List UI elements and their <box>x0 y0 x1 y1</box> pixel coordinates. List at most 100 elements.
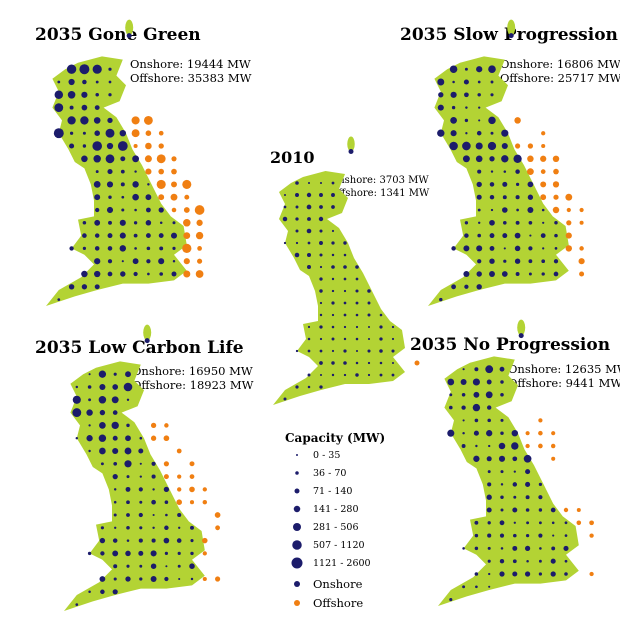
dot <box>319 385 323 389</box>
dot <box>189 500 195 505</box>
gb-land <box>64 361 205 611</box>
dot <box>478 221 481 224</box>
dot <box>79 64 90 75</box>
dot <box>145 142 152 150</box>
dot <box>355 265 359 269</box>
dot <box>94 233 100 238</box>
dot <box>391 361 395 365</box>
dot <box>449 65 458 73</box>
dot <box>502 233 508 239</box>
dot <box>121 208 125 212</box>
dot <box>319 361 323 365</box>
dot <box>343 361 347 365</box>
dot <box>554 247 558 250</box>
dot <box>477 259 482 264</box>
dot <box>451 284 456 290</box>
dot <box>152 513 155 517</box>
dot <box>512 571 518 577</box>
dot <box>151 499 156 505</box>
dot <box>490 170 494 173</box>
dot <box>500 547 504 550</box>
dot <box>152 488 155 491</box>
dot <box>499 520 505 526</box>
dot <box>100 526 104 530</box>
dot <box>464 284 469 289</box>
dot <box>414 360 420 366</box>
dot <box>108 195 112 199</box>
dot <box>528 259 533 264</box>
offshore-total: Offshore: 18923 MW <box>132 378 254 392</box>
dot <box>144 155 152 163</box>
dot <box>131 116 140 125</box>
dot <box>113 513 117 517</box>
dot <box>540 233 546 239</box>
dot <box>100 589 105 595</box>
dot <box>307 373 311 377</box>
dot <box>151 474 156 479</box>
dot <box>449 141 458 151</box>
dot <box>579 246 584 251</box>
dot <box>202 537 208 544</box>
dot <box>95 93 99 97</box>
dot <box>177 512 182 518</box>
dot <box>566 220 572 226</box>
dot <box>295 217 299 221</box>
dot <box>379 325 383 329</box>
dot <box>112 550 119 557</box>
dot <box>202 576 207 582</box>
offshore-total: Offshore: 9441 MW <box>508 376 620 390</box>
dot <box>165 565 168 568</box>
dot <box>81 91 88 98</box>
dot <box>184 194 190 200</box>
dot <box>54 103 64 112</box>
dot <box>503 170 507 173</box>
dot <box>538 443 543 449</box>
dot <box>503 221 507 225</box>
dot <box>578 258 585 265</box>
dot <box>113 488 117 491</box>
onshore-total: Onshore: 16806 MW <box>500 57 620 71</box>
dot <box>295 193 299 197</box>
legend-onshore: Onshore <box>313 577 363 591</box>
dot <box>550 558 556 564</box>
dot <box>94 219 101 226</box>
dot <box>164 500 169 504</box>
dot <box>331 277 335 281</box>
dot <box>113 577 117 581</box>
dot <box>452 80 455 84</box>
dot <box>139 436 143 440</box>
dot <box>447 429 455 437</box>
dot <box>500 418 504 422</box>
dot <box>319 313 323 317</box>
shetland <box>143 324 152 341</box>
dot <box>464 92 469 98</box>
dot <box>343 301 347 305</box>
dot <box>486 456 492 462</box>
legend-class: 281 - 506 <box>313 522 359 533</box>
dot <box>476 66 483 73</box>
dot <box>331 337 335 341</box>
dot <box>88 590 91 594</box>
dot <box>331 313 335 317</box>
dot <box>474 418 479 423</box>
dot <box>172 246 176 250</box>
dot <box>525 508 530 512</box>
legend: Capacity (MW) Onshore Offshore 0 - 35 36 … <box>285 431 385 610</box>
dot <box>86 409 93 416</box>
dot <box>319 325 323 329</box>
dot <box>126 33 132 39</box>
dot <box>489 182 495 187</box>
dot <box>540 169 546 174</box>
dot <box>126 423 130 428</box>
dot <box>487 559 491 563</box>
onshore-total: Onshore: 19444 MW <box>130 57 251 71</box>
dot <box>355 325 359 329</box>
dot <box>82 246 86 250</box>
dot <box>498 442 506 450</box>
dot <box>138 448 144 454</box>
dot <box>379 313 383 317</box>
dot <box>120 182 125 187</box>
dot <box>551 431 556 436</box>
dot <box>319 277 323 281</box>
dot <box>449 598 453 602</box>
